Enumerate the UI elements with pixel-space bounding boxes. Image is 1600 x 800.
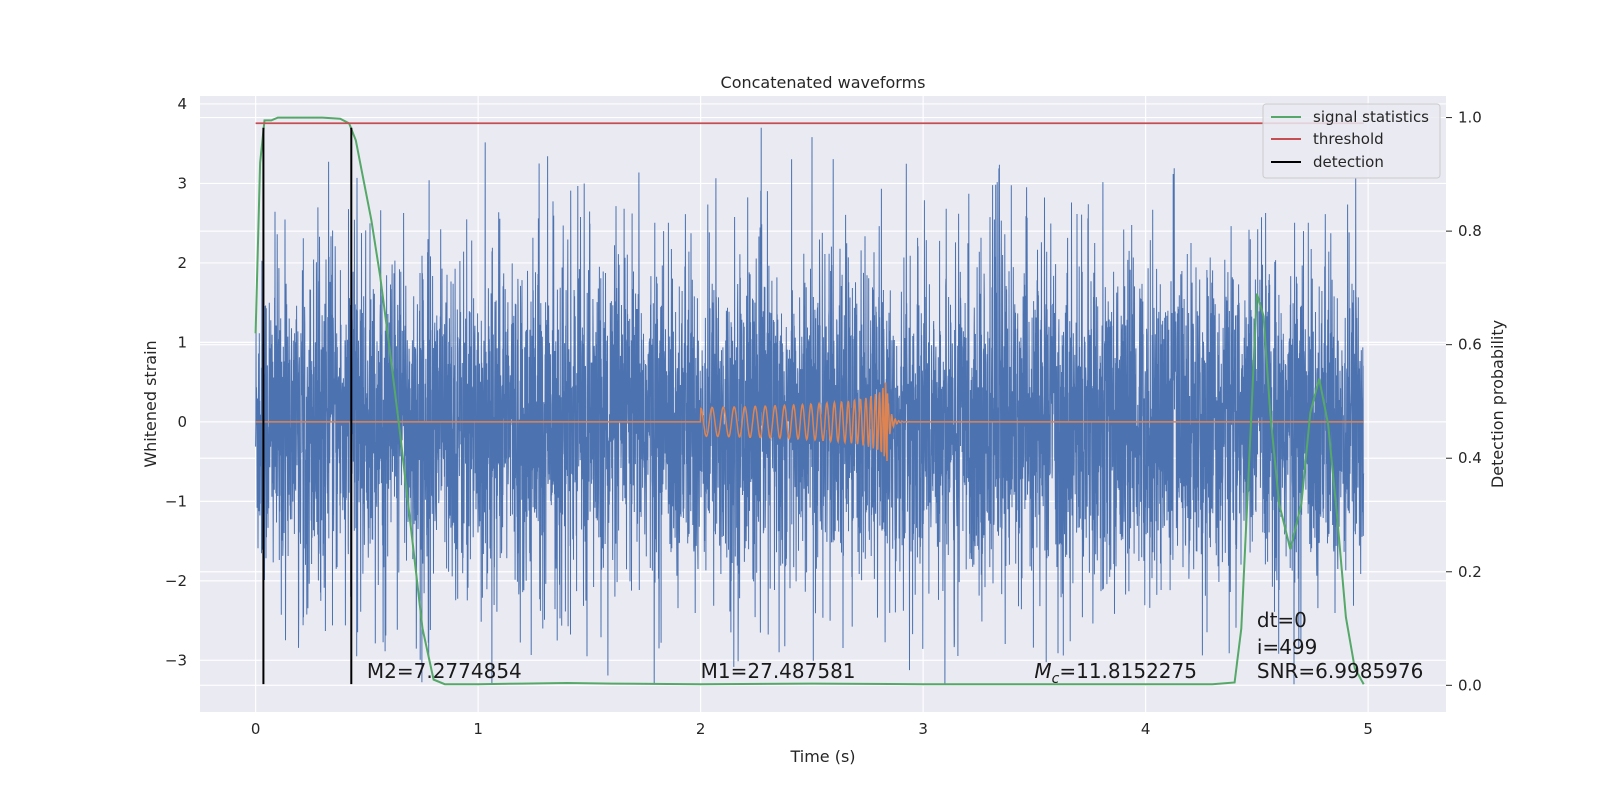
annotations: M2=7.2774854 M1=27.487581 Mc=11.8152275 dt=… (367, 608, 1423, 687)
y2-tick-label: 0.4 (1458, 449, 1482, 467)
annotation-text: M1=27.487581 (701, 659, 856, 683)
legend-label-detection: detection (1313, 153, 1384, 171)
strain-layer (255, 127, 1365, 685)
annotation-text: Mc=11.8152275 (1034, 659, 1197, 687)
y2-tick-label: 0.0 (1458, 676, 1482, 694)
y-axis-label: Whitened strain (141, 340, 160, 467)
chart-title: Concatenated waveforms (721, 73, 926, 92)
annotation-text: SNR=6.9985976 (1257, 659, 1423, 683)
template-waveform-line (255, 382, 1364, 462)
x-tick-label: 4 (1141, 720, 1151, 738)
x-tick-label: 5 (1363, 720, 1373, 738)
y2-tick-label: 0.2 (1458, 563, 1482, 581)
legend-label-threshold: threshold (1313, 130, 1384, 148)
y2-axis-label: Detection probability (1488, 320, 1507, 488)
template-layer (255, 382, 1364, 462)
y-tick-label: 3 (177, 174, 187, 192)
y2-tick-label: 0.8 (1458, 222, 1482, 240)
ticks: 0 1 2 3 4 5 −3 −2 −1 0 1 2 3 4 0.0 0.2 0.4 0.6 0.8 1.0 (165, 95, 1482, 738)
annotation-text: i=499 (1257, 635, 1318, 659)
y-tick-label: 1 (177, 333, 187, 351)
y-tick-label: 0 (177, 413, 187, 431)
x-tick-label: 3 (918, 720, 928, 738)
y-tick-label: −2 (165, 572, 187, 590)
y2-tick-label: 0.6 (1458, 336, 1482, 354)
y-tick-label: 2 (177, 254, 187, 272)
series-layer (254, 116, 1365, 686)
x-tick-label: 1 (473, 720, 483, 738)
annotation-text: dt=0 (1257, 608, 1307, 632)
y2-tick-label: 1.0 (1458, 109, 1482, 127)
legend-label-signal-statistics: signal statistics (1313, 108, 1429, 126)
y-tick-label: 4 (177, 95, 187, 113)
legend: signal statistics threshold detection (1262, 103, 1441, 179)
x-tick-label: 0 (251, 720, 261, 738)
x-axis-label: Time (s) (789, 747, 855, 766)
y-tick-label: −1 (165, 492, 187, 510)
legend-box (1262, 103, 1441, 179)
whitened-strain-line (255, 127, 1365, 685)
signal-statistics-line (254, 116, 1365, 686)
y-tick-label: −3 (165, 651, 187, 669)
annotation-text: M2=7.2774854 (367, 659, 522, 683)
x-tick-label: 2 (696, 720, 706, 738)
